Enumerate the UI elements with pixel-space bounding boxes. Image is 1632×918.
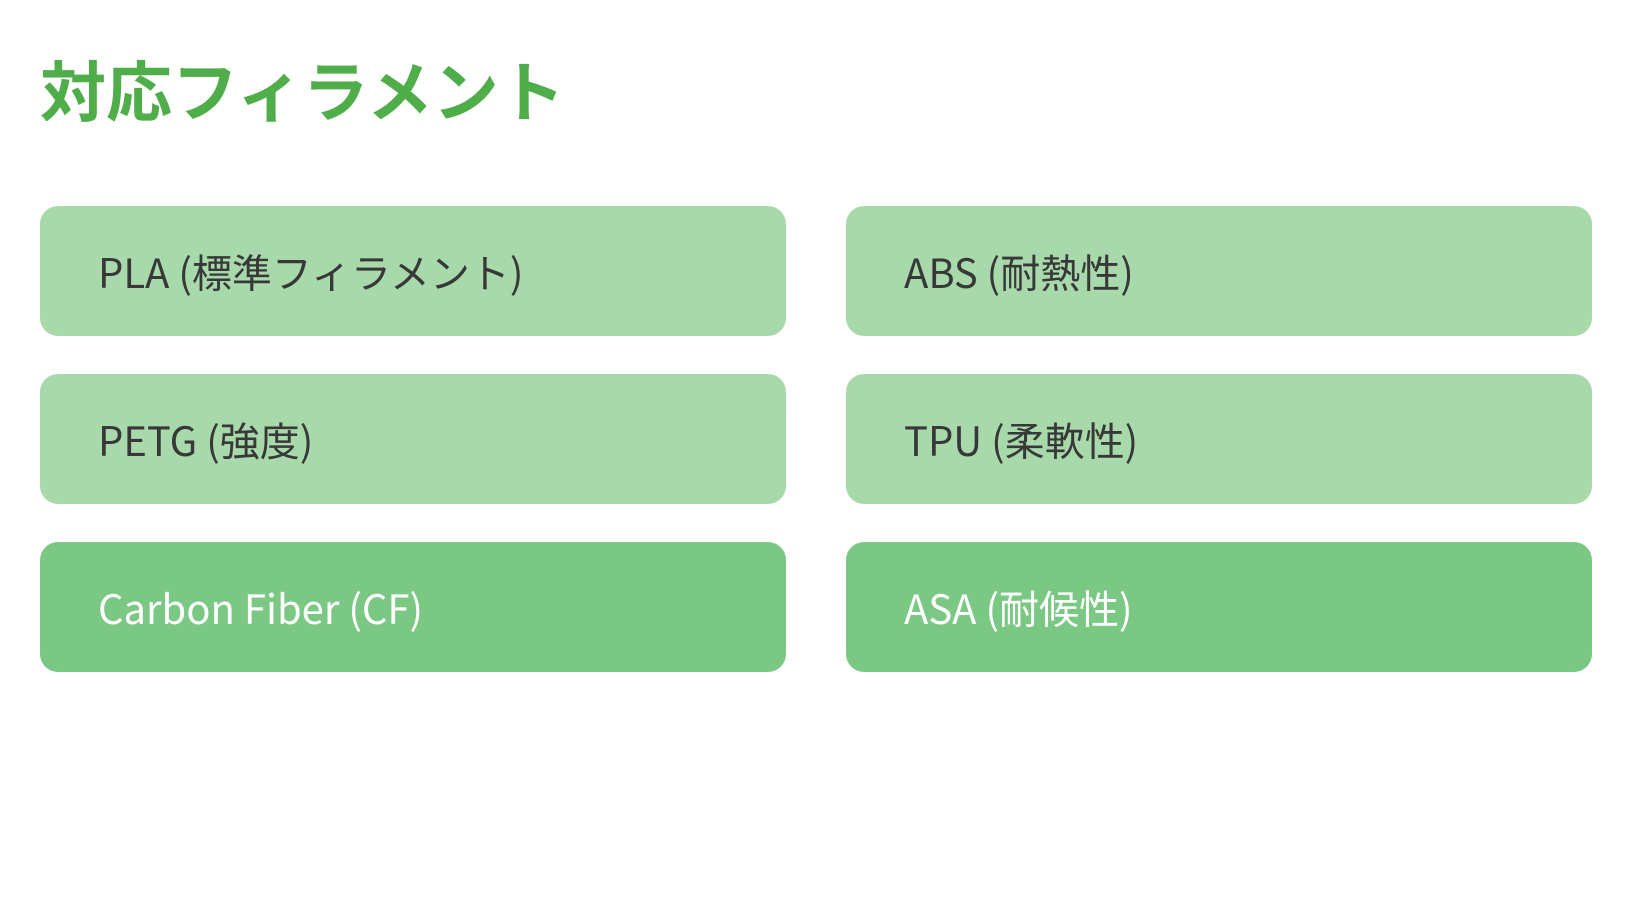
filament-card: PLA (標準フィラメント) — [40, 206, 786, 336]
filament-label: PETG (強度) — [98, 410, 313, 468]
filament-label: ABS (耐熱性) — [904, 242, 1134, 300]
filament-label: Carbon Fiber (CF) — [98, 578, 423, 636]
filament-grid: PLA (標準フィラメント) ABS (耐熱性) PETG (強度) TPU (… — [30, 206, 1602, 672]
filament-label: PLA (標準フィラメント) — [98, 242, 523, 300]
filament-card: PETG (強度) — [40, 374, 786, 504]
page-title: 対応フィラメント — [40, 40, 1602, 136]
filament-label: ASA (耐候性) — [904, 578, 1132, 636]
filament-card: Carbon Fiber (CF) — [40, 542, 786, 672]
filament-card: ASA (耐候性) — [846, 542, 1592, 672]
filament-label: TPU (柔軟性) — [904, 410, 1138, 468]
filament-card: ABS (耐熱性) — [846, 206, 1592, 336]
filament-card: TPU (柔軟性) — [846, 374, 1592, 504]
